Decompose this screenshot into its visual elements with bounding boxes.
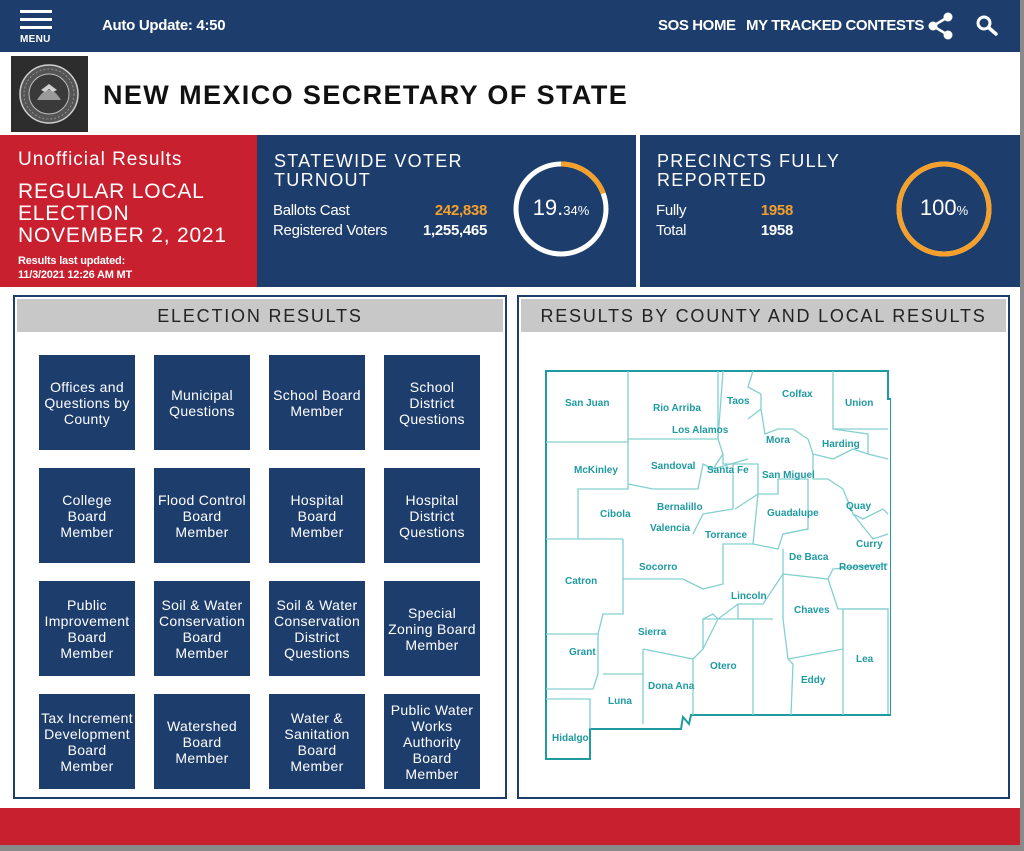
last-updated-label: Results last updated: bbox=[18, 255, 126, 267]
county-map-svg bbox=[545, 370, 891, 760]
results-status-banner: Unofficial Results REGULAR LOCAL ELECTIO… bbox=[0, 135, 257, 287]
menu-label: MENU bbox=[20, 34, 51, 45]
county-dona-ana[interactable]: Dona Ana bbox=[648, 681, 695, 692]
footer-bar bbox=[0, 808, 1020, 845]
my-tracked-contests-link[interactable]: MY TRACKED CONTESTS bbox=[746, 17, 924, 34]
top-nav-bar: MENU Auto Update: 4:50 SOS HOME MY TRACK… bbox=[0, 0, 1020, 52]
county-rio-arriba[interactable]: Rio Arriba bbox=[653, 403, 701, 414]
county-otero[interactable]: Otero bbox=[710, 661, 737, 672]
election-results-heading: ELECTION RESULTS bbox=[17, 299, 503, 332]
fully-reported-value: 1958 bbox=[760, 202, 793, 219]
tile-public-water-works-authority-board-member[interactable]: Public Water Works Authority Board Membe… bbox=[384, 694, 480, 789]
county-guadalupe[interactable]: Guadalupe bbox=[767, 508, 819, 519]
county-cibola[interactable]: Cibola bbox=[600, 509, 631, 520]
turnout-progress-ring: 19.34% bbox=[511, 159, 611, 259]
auto-update-timer: Auto Update: 4:50 bbox=[102, 17, 226, 34]
unofficial-results-label: Unofficial Results bbox=[18, 149, 183, 170]
precincts-title: PRECINCTS FULLY REPORTED bbox=[657, 151, 840, 190]
county-san-juan[interactable]: San Juan bbox=[565, 398, 610, 409]
county-bernalillo[interactable]: Bernalillo bbox=[657, 502, 703, 513]
hamburger-icon-line bbox=[20, 18, 52, 21]
county-grant[interactable]: Grant bbox=[569, 647, 596, 658]
tile-tax-increment-development-board-member[interactable]: Tax Increment Development Board Member bbox=[39, 694, 135, 789]
tile-soil-water-district-questions[interactable]: Soil & Water Conservation District Quest… bbox=[269, 581, 365, 676]
sos-home-link[interactable]: SOS HOME bbox=[658, 17, 736, 34]
voter-turnout-panel: STATEWIDE VOTER TURNOUT Ballots Cast 242… bbox=[257, 135, 636, 287]
tile-hospital-board-member[interactable]: Hospital Board Member bbox=[269, 468, 365, 563]
tile-municipal-questions[interactable]: Municipal Questions bbox=[154, 355, 250, 450]
county-valencia[interactable]: Valencia bbox=[650, 523, 691, 534]
page-title: NEW MEXICO SECRETARY OF STATE bbox=[103, 80, 629, 110]
registered-voters-value: 1,255,465 bbox=[422, 222, 487, 239]
hamburger-icon bbox=[20, 10, 52, 13]
county-eddy[interactable]: Eddy bbox=[801, 675, 826, 686]
tile-soil-water-board-member[interactable]: Soil & Water Conservation Board Member bbox=[154, 581, 250, 676]
registered-voters-label: Registered Voters bbox=[273, 222, 388, 239]
county-los-alamos[interactable]: Los Alamos bbox=[672, 425, 729, 436]
county-santa-fe[interactable]: Santa Fe bbox=[707, 465, 749, 476]
county-harding[interactable]: Harding bbox=[822, 439, 860, 450]
county-mckinley[interactable]: McKinley bbox=[574, 465, 618, 476]
precincts-progress-ring: 100% bbox=[894, 159, 994, 259]
hamburger-icon-line bbox=[20, 26, 52, 29]
tile-school-district-questions[interactable]: School District Questions bbox=[384, 355, 480, 450]
tile-flood-control-board-member[interactable]: Flood Control Board Member bbox=[154, 468, 250, 563]
county-torrance[interactable]: Torrance bbox=[705, 530, 748, 541]
county-socorro[interactable]: Socorro bbox=[639, 562, 678, 573]
county-mora[interactable]: Mora bbox=[766, 435, 790, 446]
county-taos[interactable]: Taos bbox=[727, 396, 750, 407]
county-catron[interactable]: Catron bbox=[565, 576, 598, 587]
county-curry[interactable]: Curry bbox=[856, 539, 883, 550]
fully-reported-label: Fully bbox=[656, 202, 687, 219]
county-results-heading: RESULTS BY COUNTY AND LOCAL RESULTS bbox=[521, 299, 1006, 332]
site-header: NEW MEXICO SECRETARY OF STATE bbox=[0, 52, 1020, 135]
county-roosevelt[interactable]: Roosevelt bbox=[839, 562, 887, 573]
county-chaves[interactable]: Chaves bbox=[794, 605, 830, 616]
ballots-cast-label: Ballots Cast bbox=[273, 202, 350, 219]
county-quay[interactable]: Quay bbox=[846, 501, 872, 512]
county-hidalgo[interactable]: Hidalgo bbox=[552, 733, 589, 744]
tile-public-improvement-board-member[interactable]: Public Improvement Board Member bbox=[39, 581, 135, 676]
turnout-percent: 19.34% bbox=[532, 195, 590, 220]
total-precincts-value: 1958 bbox=[760, 222, 793, 239]
tile-school-board-member[interactable]: School Board Member bbox=[269, 355, 365, 450]
menu-button[interactable]: MENU bbox=[18, 8, 58, 48]
tile-hospital-district-questions[interactable]: Hospital District Questions bbox=[384, 468, 480, 563]
tile-watershed-board-member[interactable]: Watershed Board Member bbox=[154, 694, 250, 789]
precincts-percent: 100% bbox=[919, 195, 969, 220]
tile-college-board-member[interactable]: College Board Member bbox=[39, 468, 135, 563]
ballots-cast-value: 242,838 bbox=[434, 202, 487, 219]
total-precincts-label: Total bbox=[656, 222, 687, 239]
search-icon[interactable] bbox=[974, 12, 1004, 40]
county-luna[interactable]: Luna bbox=[608, 696, 632, 707]
election-name: REGULAR LOCAL ELECTION NOVEMBER 2, 2021 bbox=[18, 180, 227, 247]
turnout-title: STATEWIDE VOTER TURNOUT bbox=[274, 151, 463, 190]
tile-special-zoning-board-member[interactable]: Special Zoning Board Member bbox=[384, 581, 480, 676]
county-union[interactable]: Union bbox=[845, 398, 874, 409]
county-de-baca[interactable]: De Baca bbox=[789, 552, 829, 563]
county-san-miguel[interactable]: San Miguel bbox=[762, 470, 815, 481]
county-sandoval[interactable]: Sandoval bbox=[651, 461, 696, 472]
county-lea[interactable]: Lea bbox=[856, 654, 874, 665]
last-updated-timestamp: 11/3/2021 12:26 AM MT bbox=[18, 269, 133, 281]
new-mexico-county-map[interactable]: San Juan Rio Arriba Taos Colfax Union Lo… bbox=[543, 369, 891, 761]
county-sierra[interactable]: Sierra bbox=[638, 627, 667, 638]
state-seal-icon[interactable] bbox=[11, 56, 88, 132]
county-lincoln[interactable]: Lincoln bbox=[731, 591, 767, 602]
share-icon[interactable] bbox=[926, 12, 956, 40]
tile-water-sanitation-board-member[interactable]: Water & Sanitation Board Member bbox=[269, 694, 365, 789]
county-colfax[interactable]: Colfax bbox=[782, 389, 813, 400]
tile-offices-questions-by-county[interactable]: Offices and Questions by County bbox=[39, 355, 135, 450]
precincts-reported-panel: PRECINCTS FULLY REPORTED Fully 1958 Tota… bbox=[640, 135, 1020, 287]
